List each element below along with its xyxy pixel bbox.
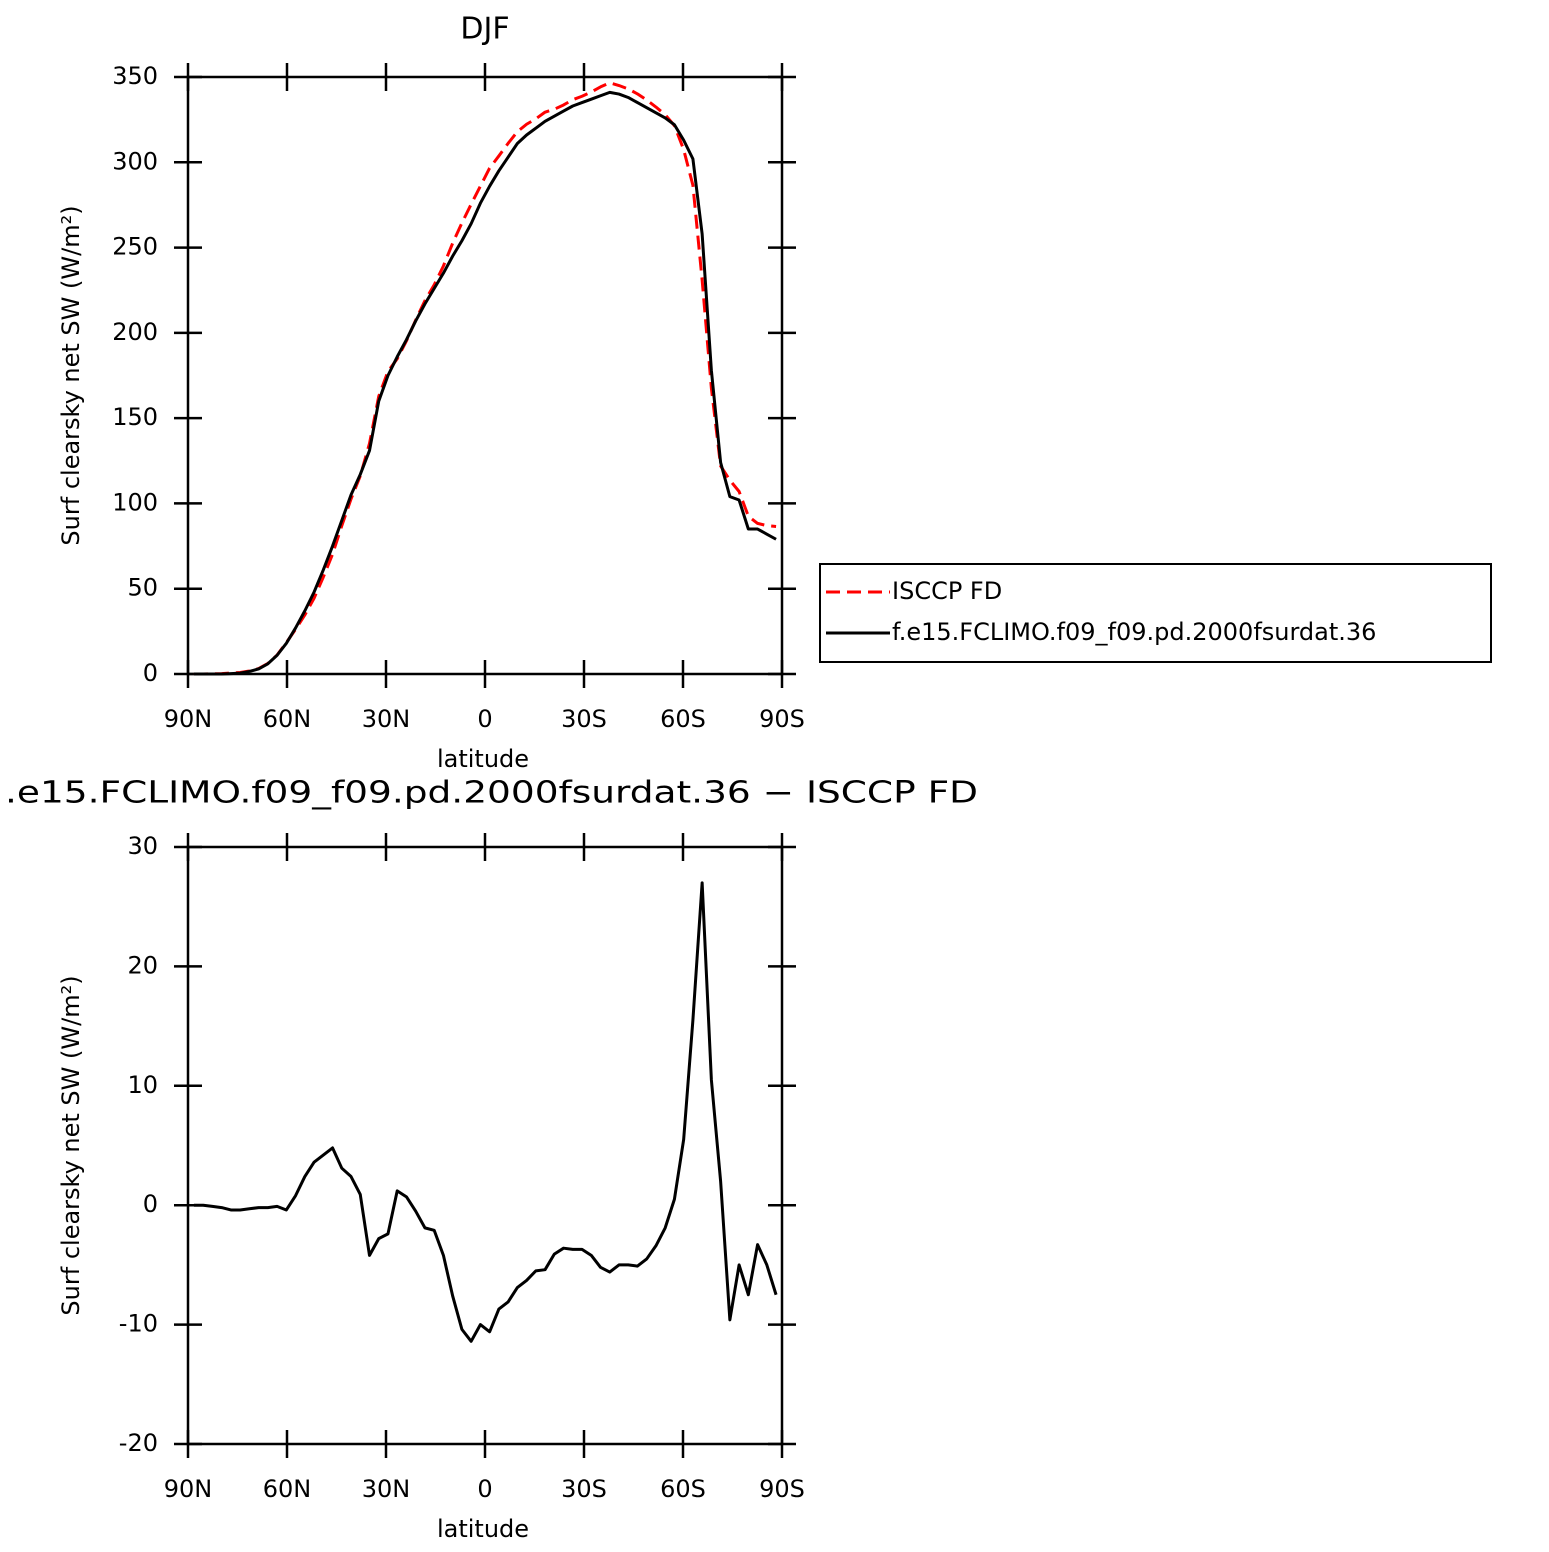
x-tick-label: 30S: [561, 1475, 607, 1503]
data-line: [193, 881, 778, 1343]
legend-box: [819, 563, 1492, 663]
x-tick-label: 60S: [660, 1475, 706, 1503]
y-tick-label: 0: [143, 659, 158, 687]
y-tick-label: 350: [112, 62, 158, 90]
x-tick-label: 60S: [660, 705, 706, 733]
y-tick-label: 0: [143, 1190, 158, 1218]
x-tick-label: 30S: [561, 705, 607, 733]
x-tick-label: 30N: [362, 705, 411, 733]
y-tick-label: 300: [112, 147, 158, 175]
y-tick-label: 250: [112, 233, 158, 261]
x-tick-label: 90N: [164, 1475, 213, 1503]
plot-frame: [186, 75, 784, 676]
y-tick-label: 200: [112, 318, 158, 346]
legend-label: f.e15.FCLIMO.f09_f09.pd.2000fsurdat.36: [892, 618, 1376, 646]
chart-title: DJF: [460, 12, 509, 47]
data-line: [193, 90, 777, 676]
x-tick-label: 0: [477, 1475, 492, 1503]
y-tick-label: -20: [119, 1429, 158, 1457]
x-tick-label: 90N: [164, 705, 213, 733]
y-axis-label: Surf clearsky net SW (W/m²): [57, 205, 85, 545]
y-tick-label: 50: [127, 574, 158, 602]
y-tick-label: 150: [112, 403, 158, 431]
chart-title: .e15.FCLIMO.f09_f09.pd.2000fsurdat.36 − …: [5, 776, 978, 811]
y-axis-label: Surf clearsky net SW (W/m²): [57, 975, 85, 1315]
y-tick-label: 30: [127, 832, 158, 860]
x-tick-label: 60N: [263, 1475, 312, 1503]
y-tick-label: 100: [112, 488, 158, 516]
x-tick-label: 0: [477, 705, 492, 733]
legend-label: ISCCP FD: [892, 577, 1002, 605]
plot-frame: [186, 845, 784, 1446]
x-tick-label: 90S: [759, 705, 805, 733]
x-tick-label: 60N: [263, 705, 312, 733]
x-tick-label: 90S: [759, 1475, 805, 1503]
x-axis-label: latitude: [437, 1515, 529, 1543]
x-tick-label: 30N: [362, 1475, 411, 1503]
y-tick-label: 20: [127, 951, 158, 979]
y-tick-label: 10: [127, 1071, 158, 1099]
x-axis-label: latitude: [437, 745, 529, 773]
y-tick-label: -10: [119, 1310, 158, 1338]
